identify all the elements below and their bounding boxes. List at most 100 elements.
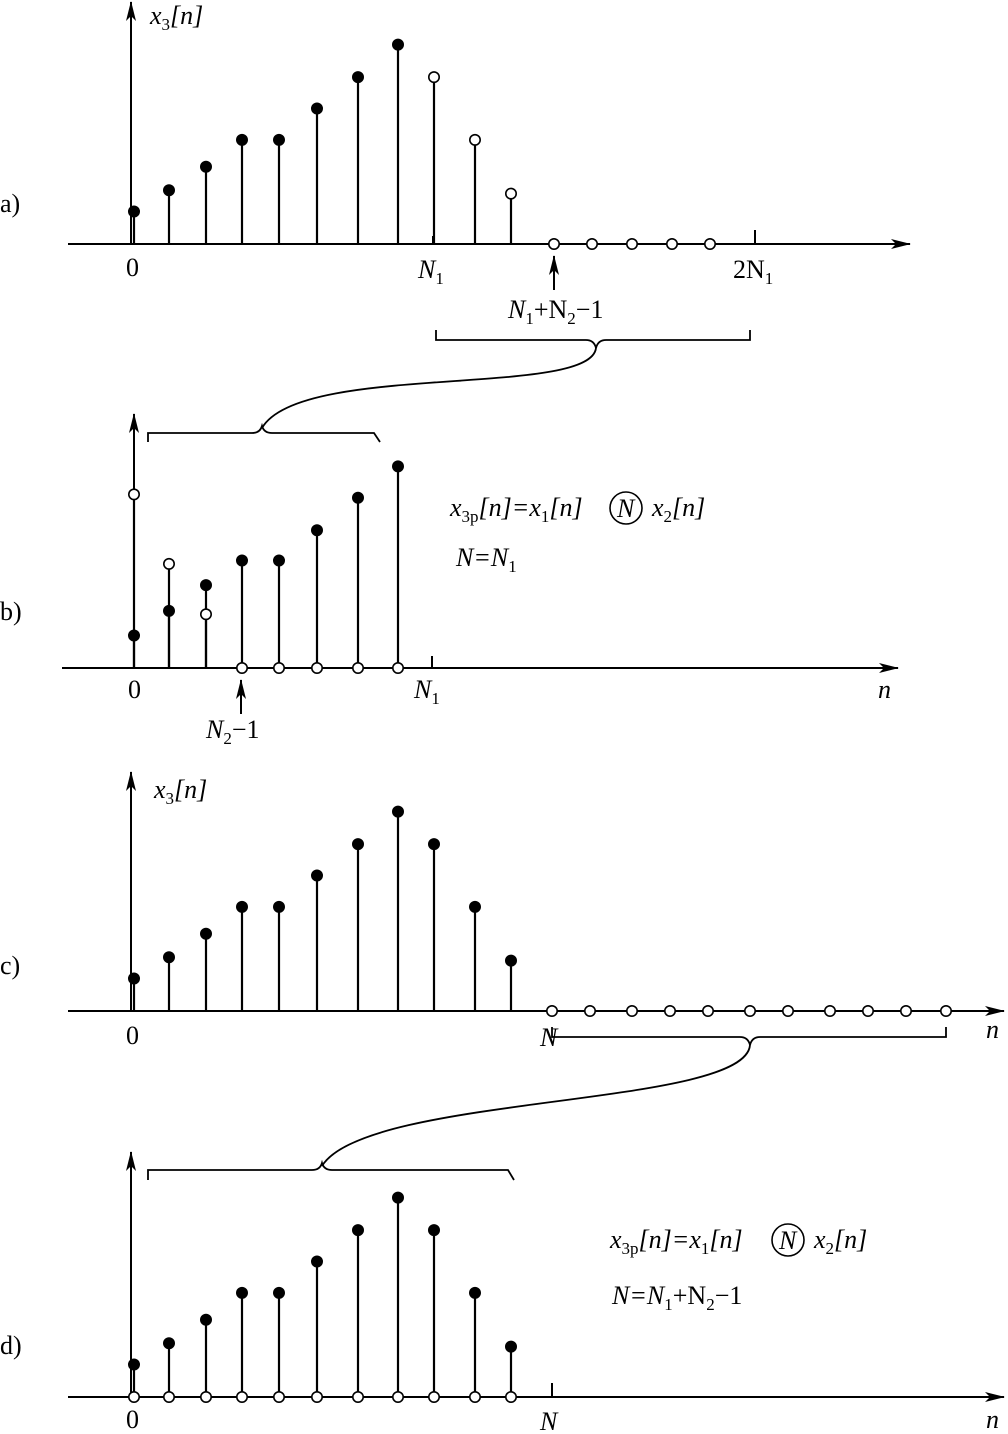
panel-a-tick-2n1-label: 2N1 xyxy=(733,255,773,288)
panel-d-stem-0-marker xyxy=(128,1358,141,1371)
panel-c-stem-10-marker xyxy=(504,954,517,967)
panel-b-brace xyxy=(147,422,381,443)
panel-c-stem-1-marker xyxy=(163,951,176,964)
svg-text:x2[n]: x2[n] xyxy=(813,1225,867,1258)
panel-c-zero-3 xyxy=(663,1004,676,1017)
panel-a-stem-7-marker xyxy=(391,38,404,51)
panel-d-stem-10-marker xyxy=(504,1340,517,1353)
panel-a-zero-2 xyxy=(625,238,638,251)
panel-c-zero-1 xyxy=(583,1004,596,1017)
panel-c-label: c) xyxy=(0,951,20,980)
panel-a-stem-3-marker xyxy=(236,133,249,146)
panel-a-stem-1-marker xyxy=(163,184,176,197)
panel-b-x-label: n xyxy=(878,675,891,704)
panel-d-stem-8-marker xyxy=(427,1224,440,1237)
panel-c-stem-0-marker xyxy=(128,972,141,985)
panel-d-tick-zero-label: 0 xyxy=(126,1405,139,1434)
panel-c-tick-n-label: N xyxy=(539,1023,559,1052)
panel-d-equation: x3p[n]=x1[n] N x2[n] xyxy=(609,1223,867,1258)
panel-d-label: d) xyxy=(0,1331,22,1360)
panel-b-axis-4 xyxy=(272,661,285,674)
panel-c-stem-9-marker xyxy=(468,900,481,913)
panel-a-zero-1 xyxy=(585,238,598,251)
panel-a-stem-2-marker xyxy=(200,160,213,173)
svg-text:N: N xyxy=(616,494,636,523)
panel-c-y-label: x3[n] xyxy=(153,775,207,808)
panel-c-zero-6 xyxy=(781,1004,794,1017)
panel-b-stem-2-marker xyxy=(200,579,213,592)
panel-a-stem-6-marker xyxy=(351,71,364,84)
panel-d-stem-6-marker xyxy=(351,1224,364,1237)
panel-d-stem-9-marker xyxy=(468,1286,481,1299)
panel-c-zero-10 xyxy=(939,1004,952,1017)
panel-d-stem-1-marker xyxy=(163,1337,176,1350)
panel-c-zero-5 xyxy=(743,1004,756,1017)
svg-text:N: N xyxy=(778,1226,798,1255)
panel-a-y-label: x3[n] xyxy=(149,1,203,34)
panel-b-open-1-marker xyxy=(163,557,176,570)
panel-b-stem-4-marker xyxy=(272,554,285,567)
panel-c-stem-8-marker xyxy=(427,838,440,851)
panel-b-stem-7-marker xyxy=(391,460,404,473)
panel-d-axis-3 xyxy=(236,1391,249,1404)
panel-a-label: a) xyxy=(0,189,20,218)
panel-b-circular-conv-symbol xyxy=(609,491,643,525)
connector-a-b xyxy=(261,347,597,429)
panel-d-stem-2-marker xyxy=(200,1313,213,1326)
panel-b-axis-7 xyxy=(391,661,404,674)
panel-d-axis-5 xyxy=(310,1391,323,1404)
panel-b-tick-n1-label: N1 xyxy=(413,675,440,708)
panel-c-zero-2 xyxy=(625,1004,638,1017)
panel-c-stem-5-marker xyxy=(310,869,323,882)
panel-a-zero-3 xyxy=(665,238,678,251)
svg-text:x2[n]: x2[n] xyxy=(651,493,705,526)
panel-a-stem-4-marker xyxy=(272,133,285,146)
panel-b-stems xyxy=(128,460,404,674)
svg-text:x3p[n]=x1[n]: x3p[n]=x1[n] xyxy=(449,493,583,526)
panel-c-zero-9 xyxy=(899,1004,912,1017)
panel-c-tick-zero-label: 0 xyxy=(126,1021,139,1050)
panel-d-axis-0 xyxy=(128,1391,141,1404)
panel-d: d) 0 N n x3p[n]=x1[n] N x2[n] N=N1+N2−1 xyxy=(0,1151,1005,1434)
panel-a-zero-0 xyxy=(547,238,560,251)
panel-c-zero-8 xyxy=(861,1004,874,1017)
panel-c: c) x3[n] 0 N n xyxy=(0,771,1005,1052)
panel-c-brace xyxy=(551,1027,947,1046)
panel-b-open-0-marker xyxy=(128,488,141,501)
panel-b-equation: x3p[n]=x1[n] N x2[n] xyxy=(449,491,705,526)
panel-a: a) x3[n] 0 N1 2N1 N1+N2−1 xyxy=(0,1,911,349)
panel-b-axis-6 xyxy=(351,661,364,674)
panel-c-stem-6-marker xyxy=(351,838,364,851)
connector-c-d xyxy=(321,1044,751,1167)
panel-d-tick-n-label: N xyxy=(539,1407,559,1434)
panel-c-stem-2-marker xyxy=(200,927,213,940)
panel-d-period: N=N1+N2−1 xyxy=(611,1281,742,1314)
panel-a-brace xyxy=(435,330,751,349)
panel-b-stem-6-marker xyxy=(351,491,364,504)
panel-c-stems xyxy=(128,805,952,1017)
panel-a-stem-5-marker xyxy=(310,102,323,115)
panel-d-axis-2 xyxy=(200,1391,213,1404)
panel-d-x-label: n xyxy=(986,1405,999,1434)
panel-b-label: b) xyxy=(0,597,22,626)
panel-d-axis-4 xyxy=(272,1391,285,1404)
panel-a-stems xyxy=(128,38,716,251)
panel-c-stem-4-marker xyxy=(272,900,285,913)
panel-d-stem-4-marker xyxy=(272,1286,285,1299)
panel-b-axis-3 xyxy=(236,661,249,674)
panel-b-open-2-marker xyxy=(200,608,213,621)
panel-c-x-label: n xyxy=(986,1015,999,1044)
panel-a-stem-9-marker xyxy=(468,133,481,146)
panel-b-period: N=N1 xyxy=(455,543,517,576)
panel-b-tick-zero-label: 0 xyxy=(128,675,141,704)
panel-a-stem-0-marker xyxy=(128,205,141,218)
panel-d-stem-7-marker xyxy=(391,1191,404,1204)
panel-d-stems xyxy=(128,1191,517,1404)
panel-a-marker-label: N1+N2−1 xyxy=(507,295,603,328)
panel-d-axis-6 xyxy=(351,1391,364,1404)
panel-c-zero-4 xyxy=(701,1004,714,1017)
panel-a-zero-4 xyxy=(703,238,716,251)
panel-c-stem-3-marker xyxy=(236,900,249,913)
panel-c-zero-0 xyxy=(545,1004,558,1017)
panel-d-stem-3-marker xyxy=(236,1286,249,1299)
